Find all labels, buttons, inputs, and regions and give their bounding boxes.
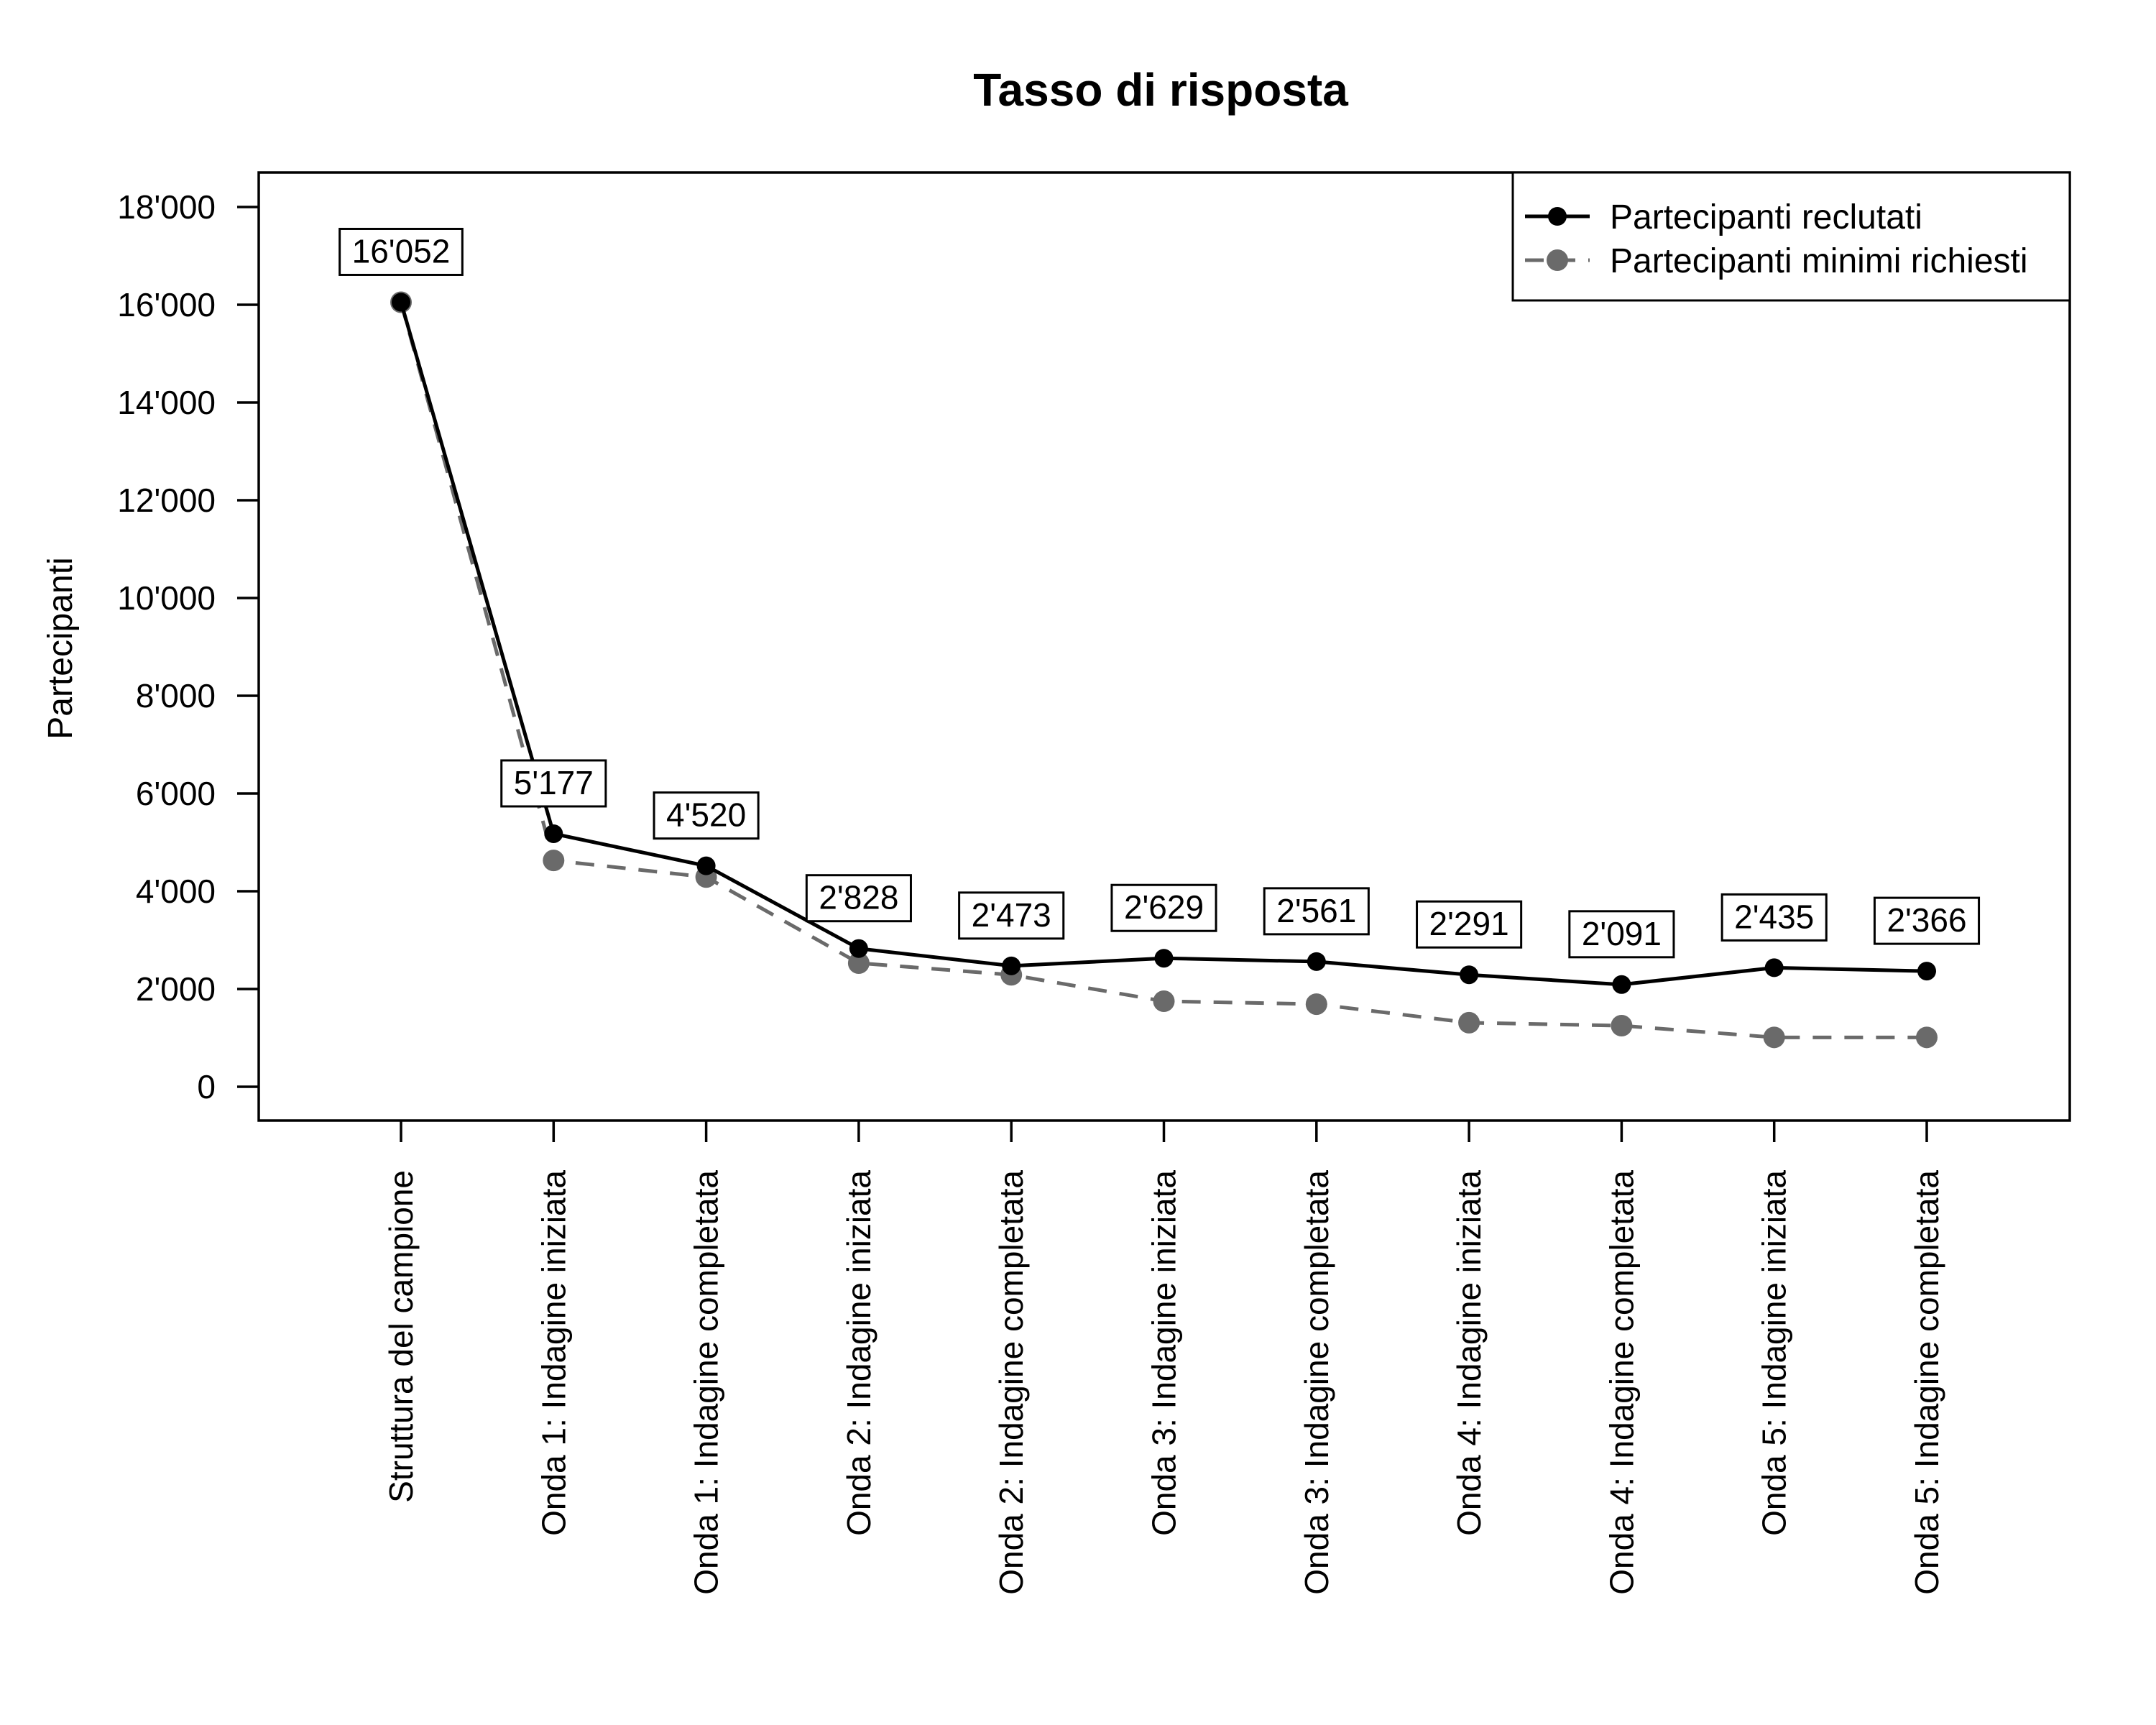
data-point-minimi-9 bbox=[1763, 1026, 1785, 1049]
y-tick-label: 14'000 bbox=[117, 384, 216, 421]
y-axis-title: Partecipanti bbox=[42, 557, 80, 739]
data-point-minimi-8 bbox=[1611, 1015, 1633, 1036]
value-label-box bbox=[1720, 893, 1828, 942]
value-label: 2'291 bbox=[1429, 905, 1509, 942]
value-label-group: 2'435 bbox=[1720, 893, 1828, 942]
value-label-box bbox=[805, 874, 912, 923]
value-label-group: 2'828 bbox=[805, 874, 912, 923]
value-label: 2'473 bbox=[972, 896, 1051, 934]
value-label-box bbox=[653, 791, 760, 840]
x-tick-label: Onda 3: Indagine completata bbox=[1298, 1170, 1335, 1595]
value-label-group: 16'052 bbox=[338, 227, 464, 276]
data-point-reclutati-7 bbox=[1460, 965, 1479, 985]
value-label-group: 2'366 bbox=[1873, 896, 1981, 945]
data-point-reclutati-5 bbox=[1154, 949, 1174, 968]
value-label: 16'052 bbox=[352, 232, 451, 270]
value-label: 2'366 bbox=[1886, 901, 1966, 939]
value-label-group: 2'561 bbox=[1263, 887, 1370, 936]
x-tick-label: Onda 4: Indagine completata bbox=[1603, 1170, 1640, 1595]
value-label-box bbox=[338, 227, 464, 276]
legend: Partecipanti reclutati Partecipanti minim… bbox=[1511, 171, 2071, 302]
y-tick-label: 0 bbox=[197, 1068, 216, 1105]
value-label-box bbox=[1110, 883, 1217, 932]
value-label-box bbox=[958, 891, 1065, 940]
y-tick-label: 4'000 bbox=[136, 873, 216, 910]
data-point-reclutati-0 bbox=[392, 293, 410, 312]
legend-item-label: Partecipanti minimi richiesti bbox=[1610, 242, 2028, 280]
value-label-group: 2'629 bbox=[1110, 883, 1217, 932]
value-label: 2'091 bbox=[1582, 915, 1662, 952]
value-label-group: 5'177 bbox=[500, 759, 607, 808]
x-tick-label: Onda 2: Indagine iniziata bbox=[840, 1170, 877, 1536]
value-label: 2'828 bbox=[819, 879, 898, 916]
y-tick-label: 12'000 bbox=[117, 482, 216, 519]
value-label-box bbox=[1568, 910, 1675, 959]
data-point-minimi-5 bbox=[1153, 990, 1175, 1012]
series-layer bbox=[390, 291, 1938, 1049]
value-label: 2'435 bbox=[1734, 898, 1814, 935]
value-label: 2'561 bbox=[1276, 892, 1356, 929]
value-label-box bbox=[1873, 896, 1981, 945]
y-tick-label: 10'000 bbox=[117, 579, 216, 617]
y-tick-label: 8'000 bbox=[136, 677, 216, 714]
legend-item-marker bbox=[1548, 207, 1567, 226]
plot-border bbox=[257, 171, 2071, 1122]
x-tick-label: Onda 1: Indagine iniziata bbox=[535, 1170, 572, 1536]
value-label-box bbox=[1263, 887, 1370, 936]
value-label: 5'177 bbox=[514, 764, 594, 801]
x-tick-label: Onda 5: Indagine iniziata bbox=[1756, 1170, 1793, 1536]
x-axis: Struttura del campione Onda 1: Indagine i… bbox=[382, 1121, 1945, 1595]
y-axis: 0 2'000 4'000 6'000 8'000 10'000 12'000 14'000 1… bbox=[117, 188, 259, 1105]
data-point-minimi-6 bbox=[1305, 993, 1327, 1016]
y-tick-label: 18'000 bbox=[117, 188, 216, 226]
x-tick-label: Onda 3: Indagine iniziata bbox=[1146, 1170, 1183, 1536]
x-tick-label: Struttura del campione bbox=[382, 1170, 420, 1503]
x-tick-label: Onda 2: Indagine completata bbox=[992, 1170, 1030, 1595]
data-point-reclutati-3 bbox=[849, 939, 868, 958]
legend-box bbox=[1511, 171, 2071, 302]
data-point-reclutati-8 bbox=[1612, 975, 1631, 994]
value-label-group: 2'091 bbox=[1568, 910, 1675, 959]
x-tick-label: Onda 4: Indagine iniziata bbox=[1450, 1170, 1488, 1536]
data-labels-layer: 16'052 5'177 4'520 2'828 2'473 2'629 2'561 2'29… bbox=[338, 227, 1981, 959]
data-point-reclutati-1 bbox=[544, 824, 563, 843]
value-label: 4'520 bbox=[666, 796, 746, 834]
data-point-reclutati-10 bbox=[1917, 962, 1936, 981]
data-point-reclutati-9 bbox=[1764, 958, 1784, 978]
y-tick-label: 6'000 bbox=[136, 775, 216, 812]
value-label-box bbox=[500, 759, 607, 808]
data-point-minimi-7 bbox=[1458, 1011, 1480, 1034]
data-point-minimi-1 bbox=[543, 850, 565, 872]
plot-area bbox=[257, 171, 2071, 1122]
x-tick-label: Onda 5: Indagine completata bbox=[1908, 1170, 1945, 1595]
value-label: 2'629 bbox=[1124, 888, 1204, 926]
legend-item-label: Partecipanti reclutati bbox=[1610, 198, 1922, 236]
value-label-box bbox=[1416, 900, 1523, 949]
data-point-minimi-3 bbox=[847, 952, 870, 974]
y-tick-label: 2'000 bbox=[136, 970, 216, 1008]
data-point-reclutati-2 bbox=[696, 856, 716, 875]
data-point-reclutati-6 bbox=[1307, 952, 1326, 971]
x-tick-label: Onda 1: Indagine completata bbox=[688, 1170, 725, 1595]
legend-item-marker bbox=[1547, 249, 1568, 271]
value-label-group: 2'473 bbox=[958, 891, 1065, 940]
value-label-group: 2'291 bbox=[1416, 900, 1523, 949]
series-line-partecipanti-reclutati bbox=[399, 301, 1927, 987]
y-tick-label: 16'000 bbox=[117, 286, 216, 323]
value-label-group: 4'520 bbox=[653, 791, 760, 840]
data-point-minimi-10 bbox=[1916, 1026, 1938, 1049]
data-point-reclutati-4 bbox=[1002, 956, 1021, 975]
chart-title: Tasso di risposta bbox=[973, 64, 1348, 116]
